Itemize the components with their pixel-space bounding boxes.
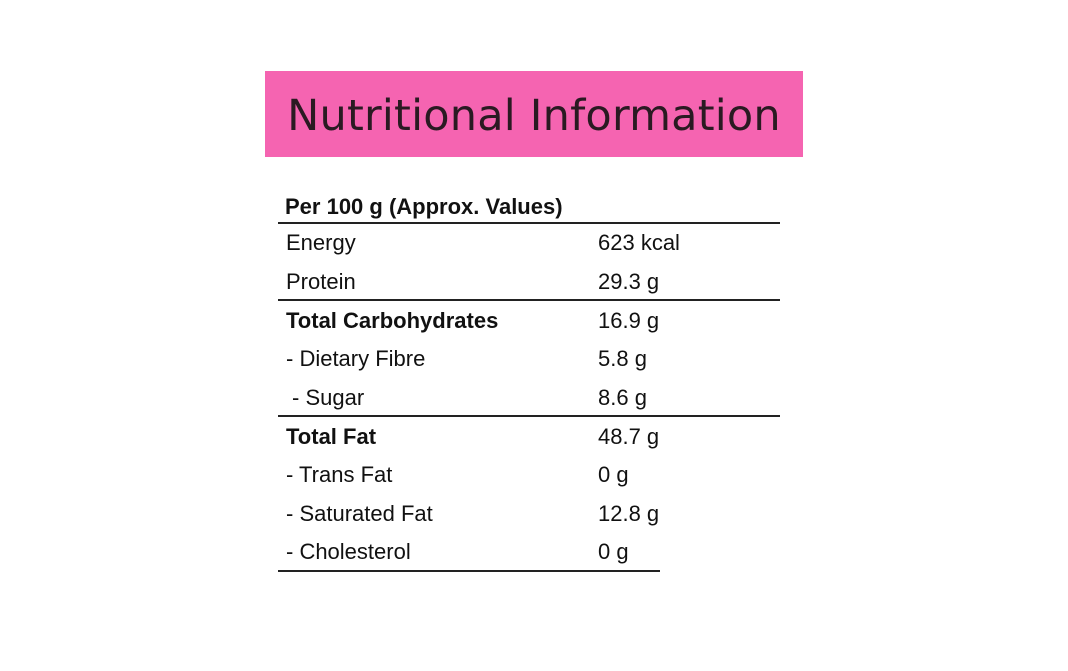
nutrient-value: 5.8 g [598,346,647,371]
rule [278,299,780,301]
nutrient-label: Total Carbohydrates [286,308,499,333]
rule [278,222,780,224]
nutrient-value: 8.6 g [598,385,647,410]
nutrient-label: - Dietary Fibre [286,346,426,371]
nutrient-value: 0 g [598,462,629,487]
rule [278,415,780,417]
title: Nutritional Information [287,91,781,141]
nutrient-label: Protein [286,269,356,294]
nutrient-value: 623 kcal [598,230,680,255]
nutrient-value: 0 g [598,539,629,564]
nutrient-value: 16.9 g [598,308,660,333]
nutrient-value: 48.7 g [598,424,660,449]
nutrient-label: Energy [286,230,356,255]
nutrient-label: - Sugar [292,385,365,410]
nutrient-label: - Cholesterol [286,539,411,564]
nutrient-label: - Saturated Fat [286,501,433,526]
nutrient-label: Total Fat [286,424,377,449]
nutrient-value: 12.8 g [598,501,660,526]
title-banner: Nutritional Information [265,71,803,157]
table-header: Per 100 g (Approx. Values) [285,194,563,219]
rule [278,570,660,572]
nutrient-value: 29.3 g [598,269,660,294]
nutrient-label: - Trans Fat [286,462,393,487]
